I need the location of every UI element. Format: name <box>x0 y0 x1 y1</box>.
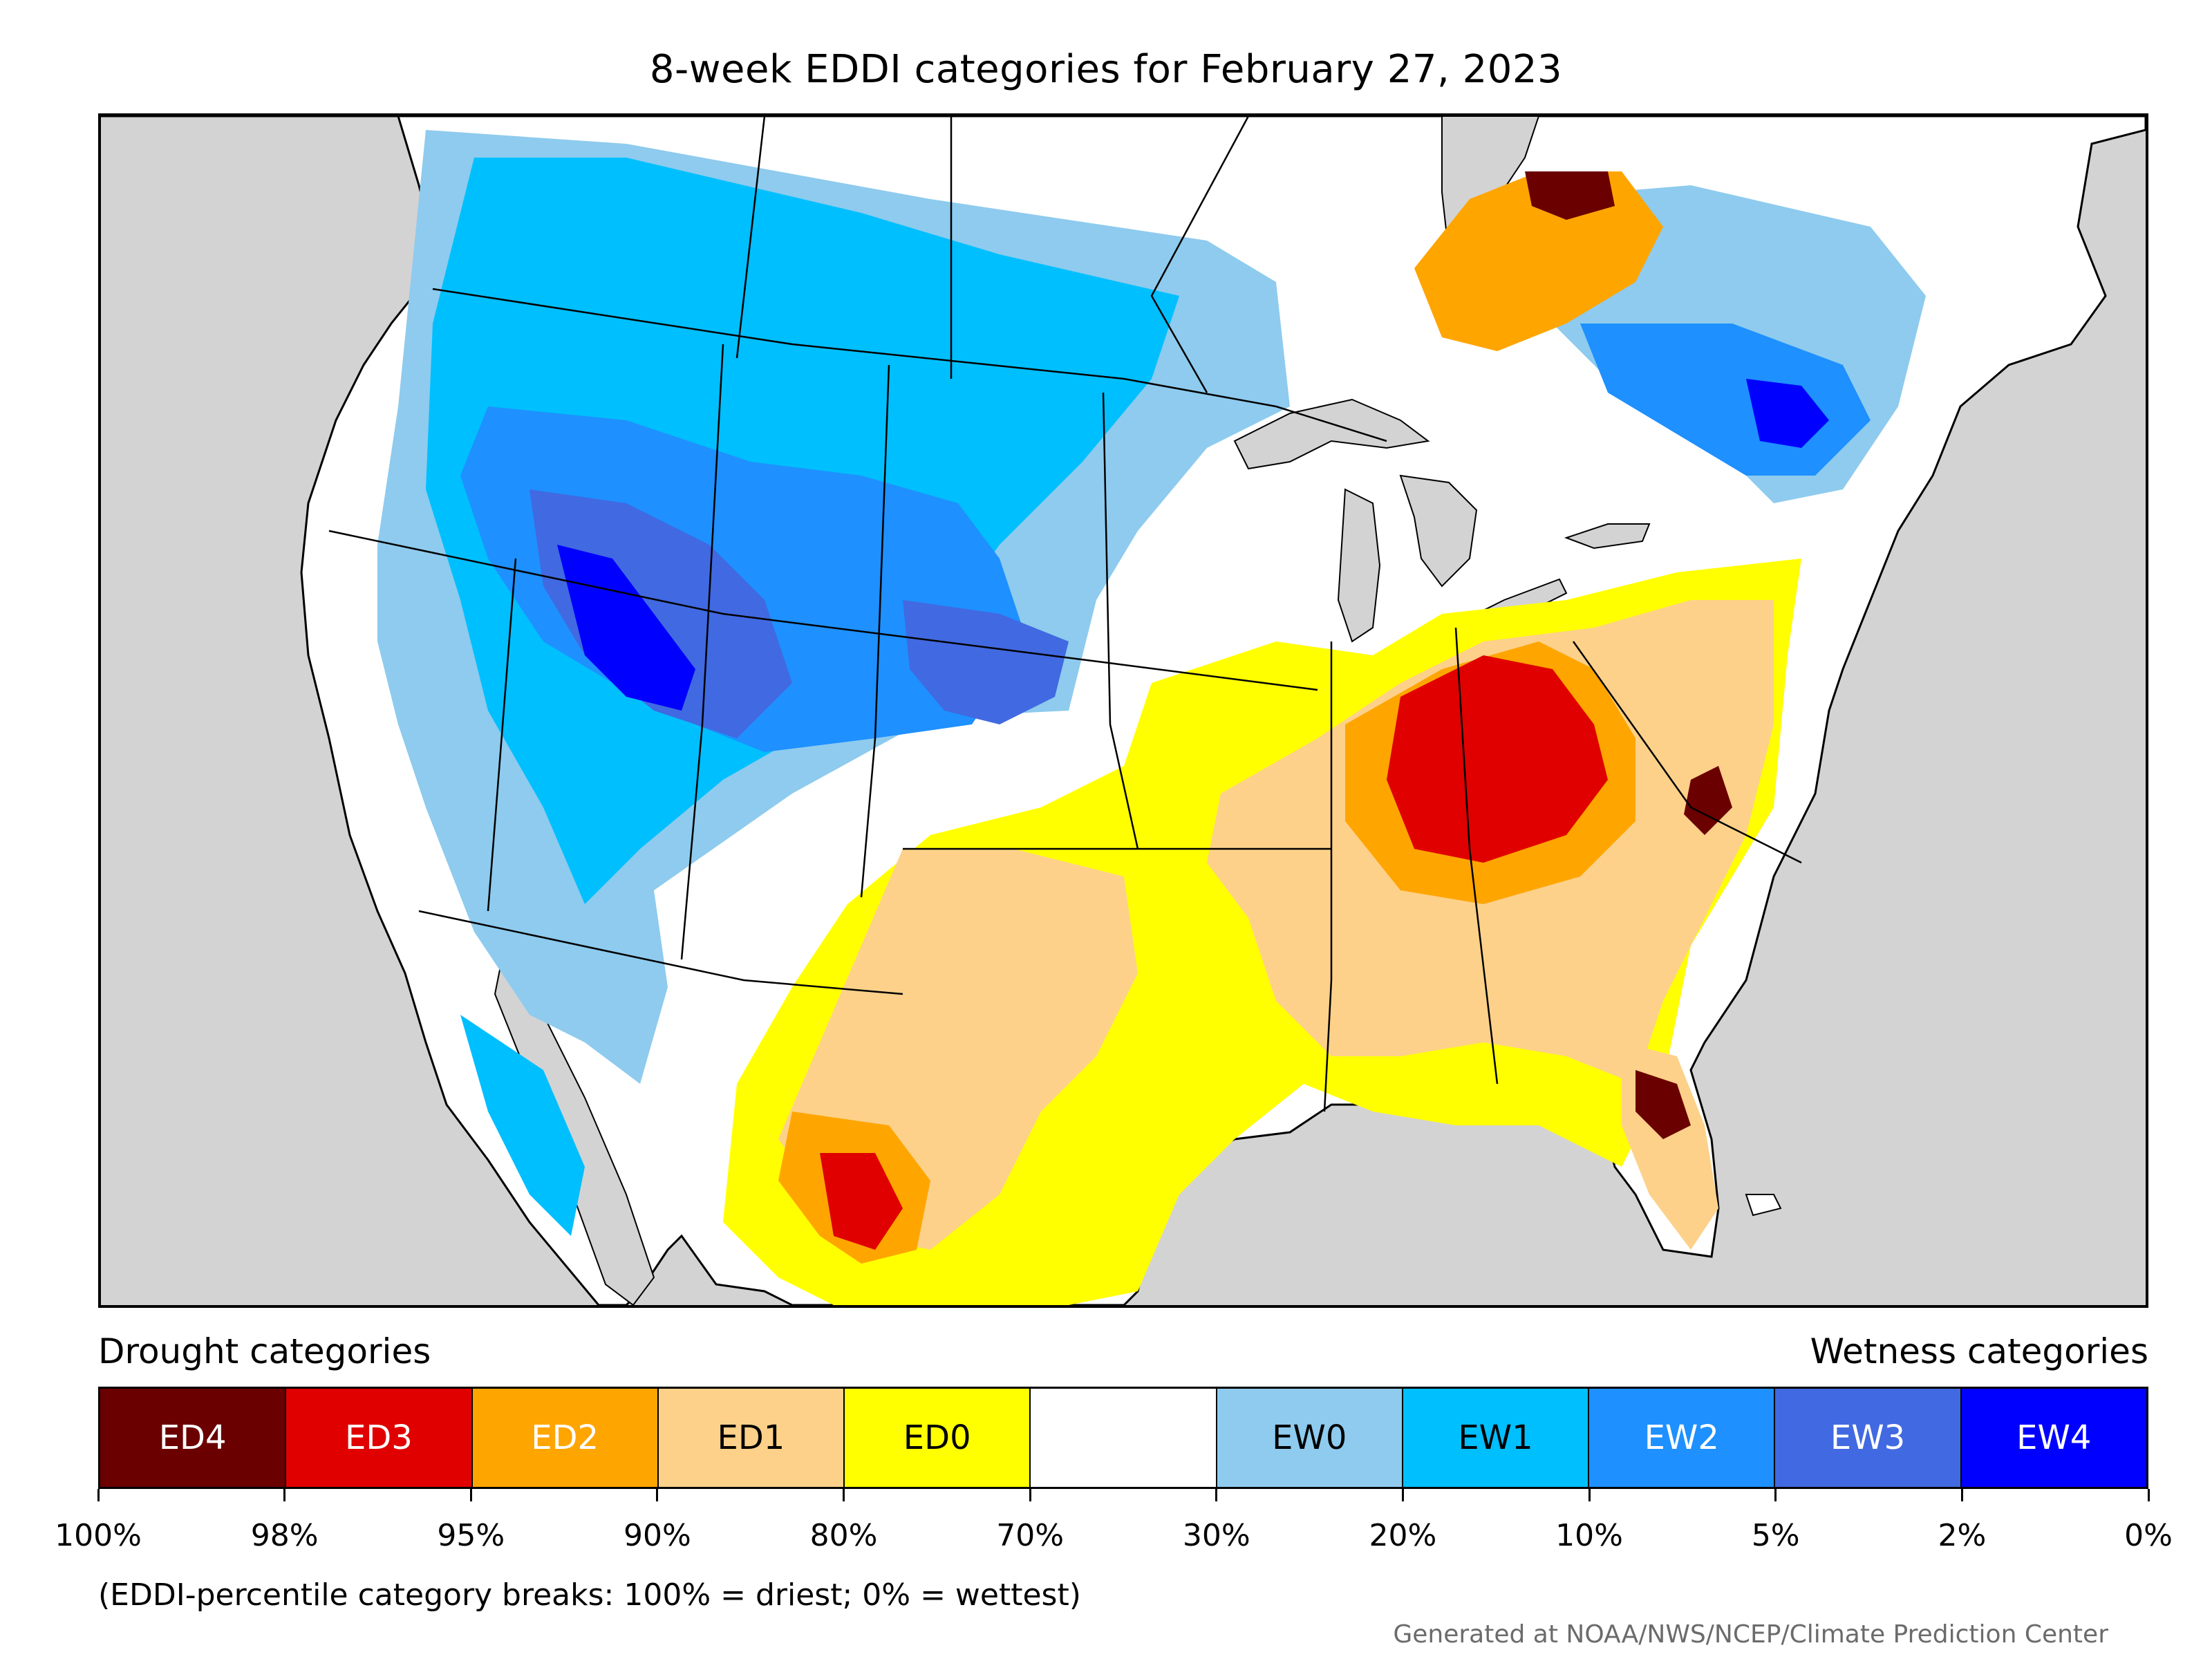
lake-huron <box>1399 474 1478 588</box>
colorbar-tick <box>2147 1489 2150 1501</box>
colorbar-segment: EW2 <box>1588 1389 1774 1487</box>
tick-label: 5% <box>1751 1518 1800 1553</box>
map-title: 8-week EDDI categories for February 27, … <box>649 47 1563 92</box>
colorbar-tick <box>97 1489 100 1501</box>
lake-superior <box>1233 398 1430 470</box>
bahamas <box>1745 1194 1782 1217</box>
tick-label: 2% <box>1938 1518 1987 1553</box>
credit-line: Generated at NOAA/NWS/NCEP/Climate Predi… <box>1393 1620 2108 1649</box>
colorbar-segment <box>1029 1389 1216 1487</box>
tick-label: 0% <box>2124 1518 2173 1553</box>
drought-categories-heading: Drought categories <box>98 1331 431 1371</box>
colorbar-tick <box>843 1489 845 1501</box>
colorbar-tick <box>1588 1489 1591 1501</box>
gulf-of-california <box>494 957 655 1305</box>
eddi-map <box>98 113 2148 1308</box>
category-label: EW1 <box>1458 1418 1533 1457</box>
category-label: ED4 <box>158 1418 227 1457</box>
category-label: ED2 <box>531 1418 599 1457</box>
category-label: ED0 <box>903 1418 971 1457</box>
tick-label: 20% <box>1369 1518 1437 1553</box>
colorbar-segment: EW3 <box>1774 1389 1960 1487</box>
colorbar-ticks <box>97 1489 2150 1503</box>
colorbar-tick <box>283 1489 286 1501</box>
tick-label: 30% <box>1182 1518 1250 1553</box>
tick-label: 90% <box>624 1518 691 1553</box>
colorbar-tick <box>469 1489 472 1501</box>
map-canvas <box>101 116 2146 1305</box>
tick-label: 95% <box>437 1518 505 1553</box>
tick-label: 100% <box>55 1518 142 1553</box>
category-label: EW2 <box>1644 1418 1719 1457</box>
lake-michigan <box>1337 488 1381 643</box>
colorbar-tick <box>1401 1489 1404 1501</box>
category-label: EW4 <box>2016 1418 2092 1457</box>
category-label: EW3 <box>1830 1418 1906 1457</box>
political-borders <box>328 116 1802 1112</box>
colorbar-tick <box>1215 1489 1218 1501</box>
tick-label: 80% <box>809 1518 878 1553</box>
colorbar-segment: ED4 <box>100 1389 285 1487</box>
colorbar-segment: EW0 <box>1215 1389 1402 1487</box>
colorbar-segment: ED3 <box>285 1389 471 1487</box>
percentile-note: (EDDI-percentile category breaks: 100% =… <box>98 1577 1081 1613</box>
colorbar-segment: ED1 <box>657 1389 844 1487</box>
lake-ontario <box>1564 523 1651 550</box>
colorbar-tick <box>656 1489 659 1501</box>
colorbar-tick <box>1960 1489 1963 1501</box>
tick-label: 98% <box>250 1518 319 1553</box>
colorbar-segment: ED0 <box>843 1389 1030 1487</box>
category-colorbar: ED4 ED3 ED2 ED1 ED0 EW0 EW1 EW2 EW3 EW4 <box>98 1387 2148 1489</box>
category-label: ED3 <box>344 1418 413 1457</box>
category-label: EW0 <box>1272 1418 1347 1457</box>
colorbar-segment: ED2 <box>471 1389 657 1487</box>
category-label: ED1 <box>717 1418 785 1457</box>
colorbar-segment: EW4 <box>1960 1389 2146 1487</box>
wetness-categories-heading: Wetness categories <box>1810 1331 2148 1371</box>
tick-label: 70% <box>996 1518 1065 1553</box>
colorbar-tick <box>1774 1489 1777 1501</box>
tick-label: 10% <box>1555 1518 1623 1553</box>
colorbar-tick <box>1029 1489 1031 1501</box>
colorbar-segment: EW1 <box>1401 1389 1588 1487</box>
drought-regions <box>723 171 1801 1305</box>
